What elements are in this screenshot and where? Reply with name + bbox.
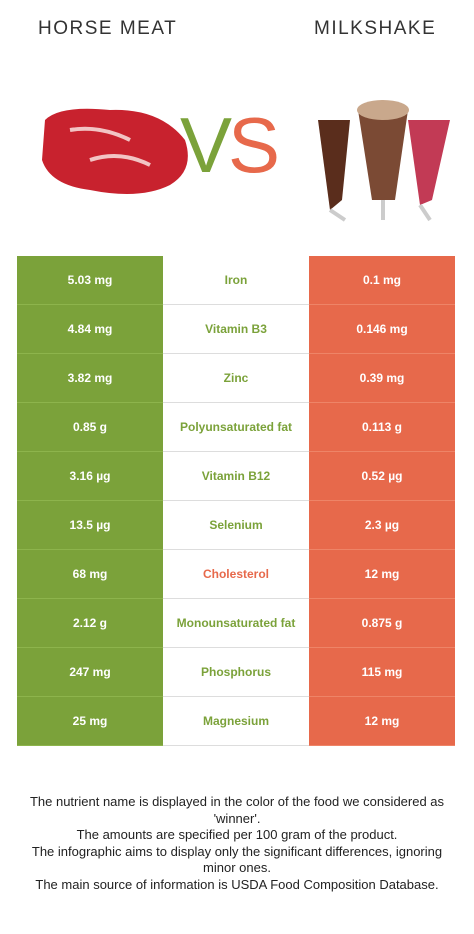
- nutrient-name: Cholesterol: [163, 550, 309, 599]
- table-row: 3.82 mg Zinc 0.39 mg: [17, 354, 457, 403]
- table-row: 25 mg Magnesium 12 mg: [17, 697, 457, 746]
- right-value: 12 mg: [309, 550, 455, 599]
- right-value: 0.52 µg: [309, 452, 455, 501]
- left-value: 68 mg: [17, 550, 163, 599]
- right-value: 0.1 mg: [309, 256, 455, 305]
- left-value: 5.03 mg: [17, 256, 163, 305]
- shake-3: [408, 120, 450, 205]
- footer-line: The amounts are specified per 100 gram o…: [76, 827, 398, 842]
- nutrient-name: Vitamin B3: [163, 305, 309, 354]
- footer-line: The nutrient name is displayed in the co…: [29, 794, 445, 826]
- right-value: 0.146 mg: [309, 305, 455, 354]
- shake-1: [318, 120, 350, 210]
- left-value: 247 mg: [17, 648, 163, 697]
- shake-foam: [357, 100, 409, 120]
- right-value: 0.875 g: [309, 599, 455, 648]
- nutrient-name: Iron: [163, 256, 309, 305]
- left-value: 25 mg: [17, 697, 163, 746]
- nutrient-name: Monounsaturated fat: [163, 599, 309, 648]
- meat-marbling: [69, 126, 151, 167]
- nutrient-name: Vitamin B12: [163, 452, 309, 501]
- meat-image: [42, 108, 188, 194]
- left-value: 3.16 µg: [17, 452, 163, 501]
- vs-v: V: [180, 101, 232, 189]
- left-value: 3.82 mg: [17, 354, 163, 403]
- table-row: 2.12 g Monounsaturated fat 0.875 g: [17, 599, 457, 648]
- table-row: 3.16 µg Vitamin B12 0.52 µg: [17, 452, 457, 501]
- left-value: 2.12 g: [17, 599, 163, 648]
- right-value: 115 mg: [309, 648, 455, 697]
- left-title: HORSE MEAT: [38, 18, 178, 39]
- comparison-table: 5.03 mg Iron 0.1 mg 4.84 mg Vitamin B3 0.146 …: [17, 256, 457, 746]
- table-row: 247 mg Phosphorus 115 mg: [17, 648, 457, 697]
- glass-stems: [328, 200, 432, 222]
- footer: The nutrient name is displayed in the co…: [15, 794, 459, 893]
- right-value: 2.3 µg: [309, 501, 455, 550]
- vs-s: S: [228, 101, 280, 189]
- footer-line: The main source of information is USDA F…: [35, 876, 439, 892]
- table-row: 68 mg Cholesterol 12 mg: [17, 550, 457, 599]
- left-value: 13.5 µg: [17, 501, 163, 550]
- nutrient-name: Magnesium: [163, 697, 309, 746]
- nutrient-name: Selenium: [163, 501, 309, 550]
- table-row: 0.85 g Polyunsaturated fat 0.113 g: [17, 403, 457, 452]
- right-value: 0.39 mg: [309, 354, 455, 403]
- vs-label: VS: [180, 100, 280, 191]
- right-value: 0.113 g: [309, 403, 455, 452]
- table-row: 13.5 µg Selenium 2.3 µg: [17, 501, 457, 550]
- food-images: [42, 100, 450, 222]
- table-row: 5.03 mg Iron 0.1 mg: [17, 256, 457, 305]
- footer-line: The infographic aims to display only the…: [31, 843, 443, 876]
- nutrient-name: Zinc: [163, 354, 309, 403]
- shake-2: [358, 110, 408, 200]
- right-title: MILKSHAKE: [314, 18, 437, 39]
- table-row: 4.84 mg Vitamin B3 0.146 mg: [17, 305, 457, 354]
- right-value: 12 mg: [309, 697, 455, 746]
- left-value: 0.85 g: [17, 403, 163, 452]
- left-value: 4.84 mg: [17, 305, 163, 354]
- nutrient-name: Phosphorus: [163, 648, 309, 697]
- nutrient-name: Polyunsaturated fat: [163, 403, 309, 452]
